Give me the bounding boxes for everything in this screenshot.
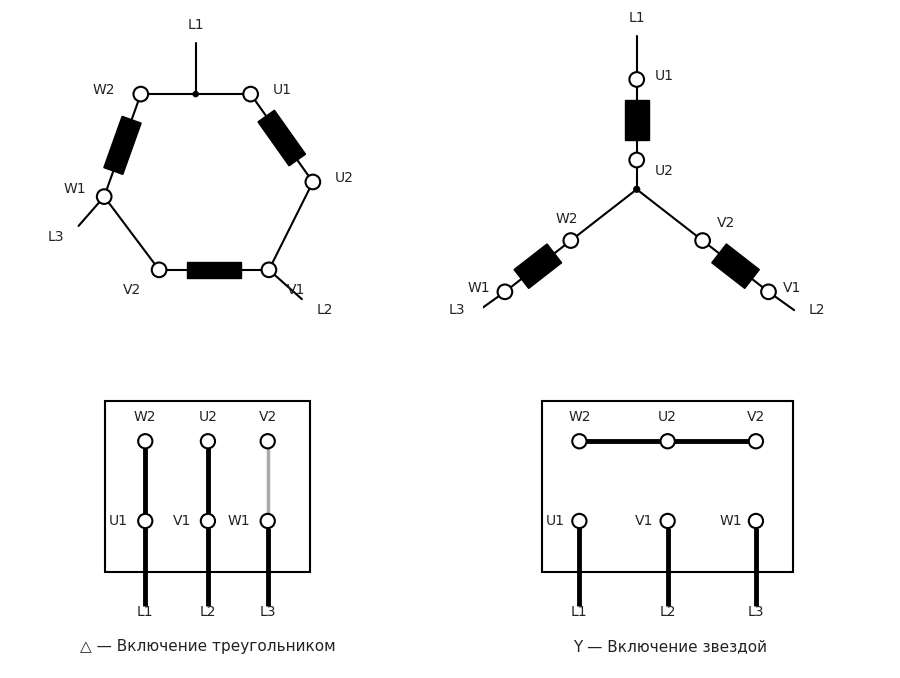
Bar bbox=[105, 401, 310, 572]
Circle shape bbox=[572, 514, 587, 528]
Circle shape bbox=[761, 285, 776, 299]
Text: L3: L3 bbox=[448, 303, 464, 317]
Circle shape bbox=[194, 92, 198, 96]
Text: W1: W1 bbox=[228, 514, 250, 528]
Circle shape bbox=[261, 434, 274, 448]
Circle shape bbox=[138, 514, 152, 528]
Bar bbox=[712, 244, 760, 288]
Bar bbox=[258, 111, 305, 166]
Text: U1: U1 bbox=[655, 68, 674, 83]
Text: L1: L1 bbox=[187, 18, 204, 32]
Circle shape bbox=[661, 434, 675, 448]
Text: V1: V1 bbox=[287, 283, 306, 297]
Circle shape bbox=[201, 434, 215, 448]
Text: V1: V1 bbox=[783, 281, 802, 295]
Circle shape bbox=[243, 87, 258, 102]
Text: L3: L3 bbox=[748, 605, 764, 619]
Text: Y — Включение звездой: Y — Включение звездой bbox=[573, 639, 768, 654]
Bar bbox=[104, 117, 141, 174]
Circle shape bbox=[661, 514, 675, 528]
Text: L1: L1 bbox=[137, 605, 154, 619]
Bar bbox=[543, 401, 793, 572]
Circle shape bbox=[749, 514, 763, 528]
Bar bbox=[625, 100, 649, 140]
Text: V2: V2 bbox=[747, 410, 765, 424]
Circle shape bbox=[629, 72, 644, 87]
Circle shape bbox=[152, 262, 166, 277]
Text: U1: U1 bbox=[109, 514, 128, 528]
Text: W2: W2 bbox=[93, 83, 115, 98]
Text: △ — Включение треугольником: △ — Включение треугольником bbox=[80, 639, 336, 654]
Text: V1: V1 bbox=[173, 514, 191, 528]
Text: V2: V2 bbox=[717, 216, 735, 230]
Circle shape bbox=[572, 434, 587, 448]
Circle shape bbox=[749, 434, 763, 448]
Text: W2: W2 bbox=[134, 410, 157, 424]
Text: W1: W1 bbox=[63, 182, 86, 197]
Circle shape bbox=[201, 514, 215, 528]
Text: V1: V1 bbox=[635, 514, 653, 528]
Text: W1: W1 bbox=[719, 514, 742, 528]
Circle shape bbox=[138, 434, 152, 448]
Text: U2: U2 bbox=[655, 163, 674, 178]
Text: L1: L1 bbox=[572, 605, 588, 619]
Text: L3: L3 bbox=[259, 605, 276, 619]
Text: L3: L3 bbox=[48, 230, 64, 243]
Text: U2: U2 bbox=[335, 172, 354, 185]
Text: W1: W1 bbox=[468, 281, 490, 295]
Text: U2: U2 bbox=[658, 410, 677, 424]
Circle shape bbox=[261, 514, 274, 528]
Circle shape bbox=[629, 153, 644, 167]
Text: V2: V2 bbox=[258, 410, 277, 424]
Circle shape bbox=[305, 175, 320, 189]
Text: W2: W2 bbox=[568, 410, 590, 424]
Circle shape bbox=[97, 189, 112, 204]
Text: V2: V2 bbox=[122, 283, 140, 297]
Text: L2: L2 bbox=[200, 605, 216, 619]
Bar bbox=[186, 262, 241, 277]
Bar bbox=[514, 244, 562, 288]
Text: U1: U1 bbox=[546, 514, 565, 528]
Text: L1: L1 bbox=[628, 11, 645, 24]
Text: L2: L2 bbox=[317, 303, 333, 317]
Circle shape bbox=[696, 233, 710, 248]
Circle shape bbox=[133, 87, 148, 102]
Circle shape bbox=[634, 186, 639, 192]
Circle shape bbox=[262, 262, 276, 277]
Text: U1: U1 bbox=[273, 83, 292, 98]
Circle shape bbox=[498, 285, 512, 299]
Text: L2: L2 bbox=[660, 605, 676, 619]
Text: U2: U2 bbox=[199, 410, 218, 424]
Text: W2: W2 bbox=[556, 212, 579, 226]
Text: L2: L2 bbox=[809, 303, 825, 317]
Circle shape bbox=[563, 233, 578, 248]
